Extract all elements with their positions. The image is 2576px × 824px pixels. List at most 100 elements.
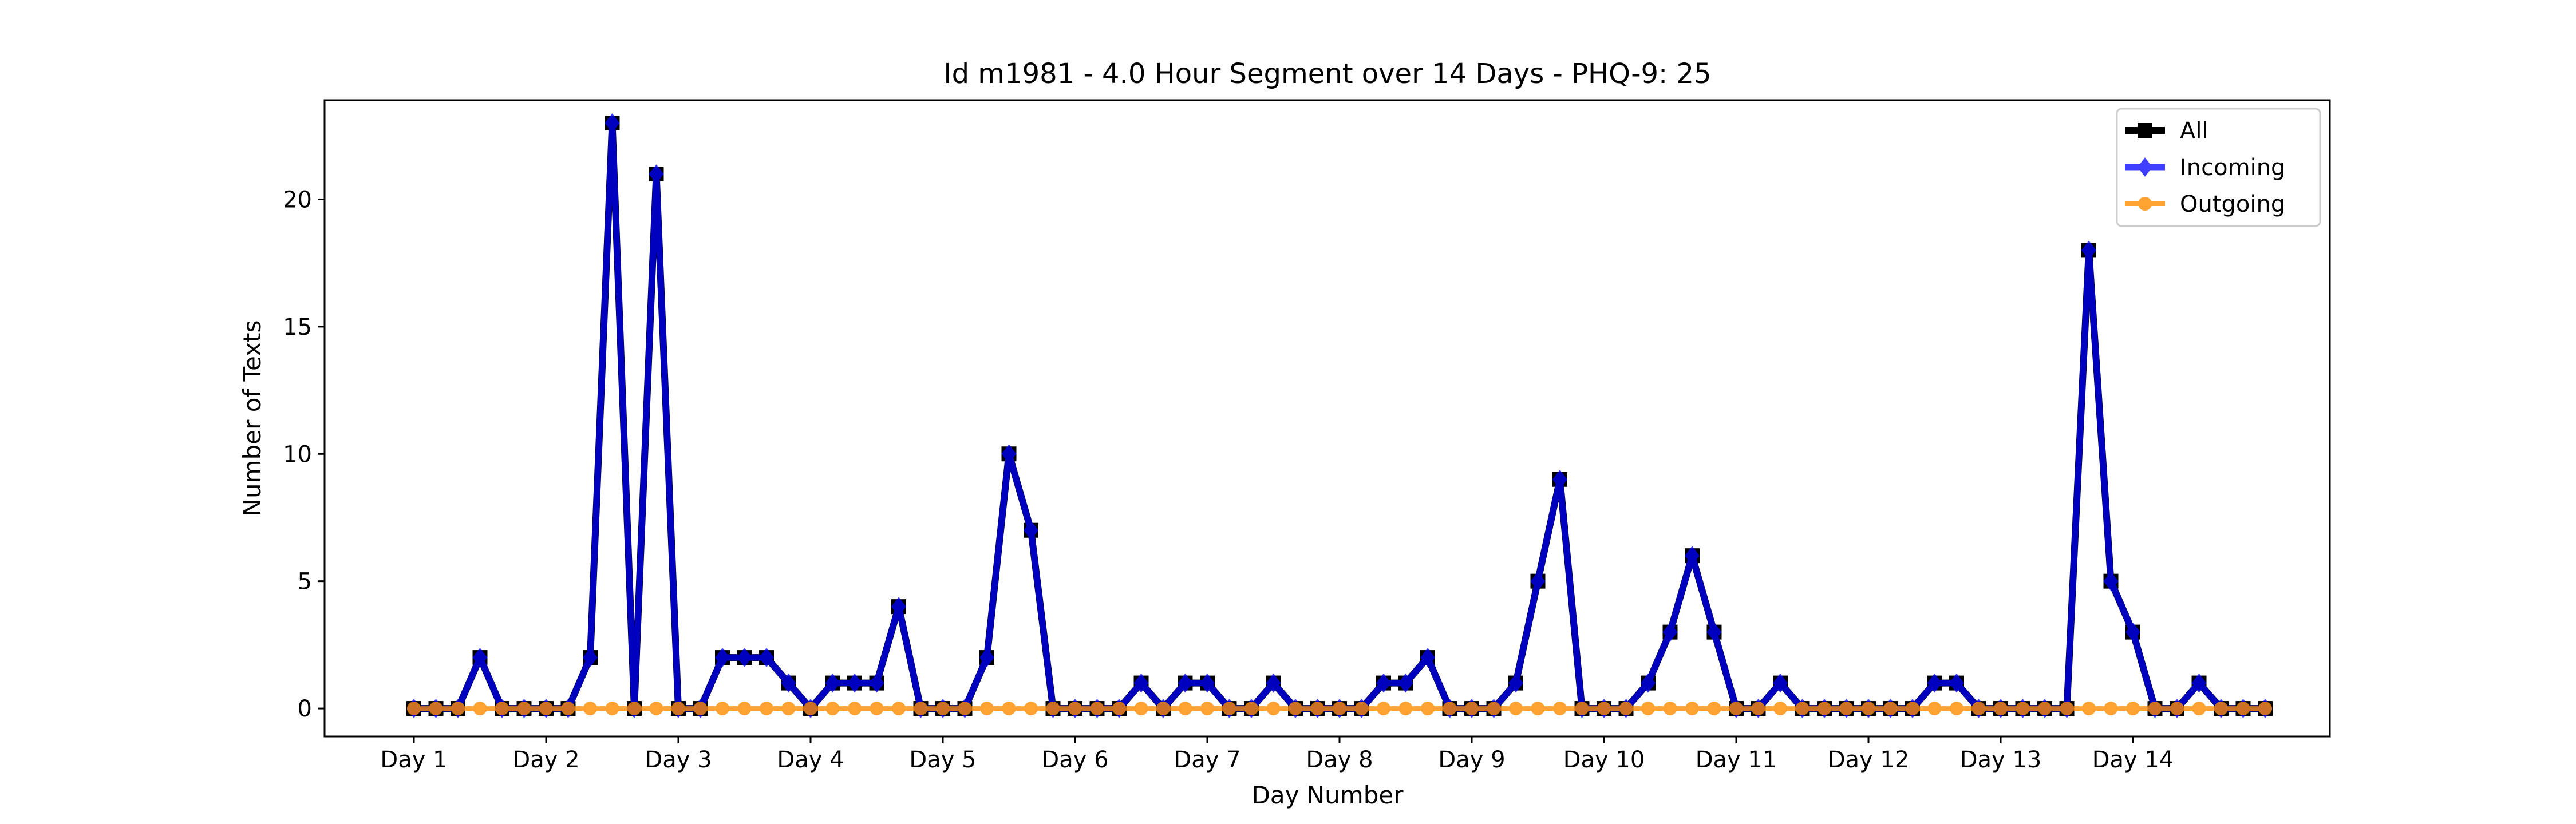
data-point: [891, 597, 906, 617]
data-point: [1354, 702, 1369, 716]
data-point: [958, 702, 972, 716]
data-point: [429, 702, 443, 716]
data-point: [1133, 673, 1149, 693]
data-point: [1289, 702, 1302, 716]
x-tick-label: Day 7: [1174, 747, 1240, 773]
data-point: [1376, 673, 1391, 693]
data-point: [1949, 673, 1964, 693]
data-point: [1266, 673, 1281, 693]
data-point: [1862, 702, 1875, 716]
data-point: [1530, 571, 1546, 591]
data-point: [980, 702, 994, 716]
data-point: [1465, 702, 1479, 716]
y-tick-label: 15: [283, 314, 312, 340]
data-point: [1420, 648, 1435, 668]
legend-box: [2116, 108, 2321, 227]
legend-item-all: [2125, 123, 2165, 138]
x-tick-label: Day 5: [909, 747, 976, 773]
data-point: [1178, 673, 1193, 693]
chart-title: Id m1981 - 4.0 Hour Segment over 14 Days…: [943, 58, 1711, 90]
data-point: [1508, 673, 1523, 693]
legend-label: Outgoing: [2180, 191, 2285, 217]
data-point: [1178, 702, 1192, 716]
data-point: [1906, 702, 1919, 716]
data-point: [1662, 622, 1678, 642]
data-point: [2126, 702, 2140, 716]
data-point: [979, 648, 994, 668]
data-point: [1443, 702, 1457, 716]
series-line: [414, 120, 2265, 712]
data-point: [870, 702, 884, 716]
x-tick-label: Day 12: [1828, 747, 1910, 773]
data-point: [936, 702, 950, 716]
data-point: [1685, 702, 1699, 716]
data-point: [495, 702, 509, 716]
data-point: [2060, 702, 2074, 716]
plot-area: [323, 99, 2331, 738]
data-point: [1553, 702, 1567, 716]
data-point: [605, 113, 620, 133]
data-point: [1266, 702, 1281, 716]
data-point: [2258, 702, 2272, 716]
x-tick-label: Day 2: [512, 747, 579, 773]
x-tick-label: Day 4: [777, 747, 844, 773]
data-point: [472, 648, 488, 668]
data-point: [1398, 673, 1413, 693]
data-point: [1751, 702, 1765, 716]
data-point: [847, 673, 862, 693]
data-point: [583, 702, 597, 716]
data-point: [1773, 673, 1788, 693]
x-tick-label: Day 3: [645, 747, 712, 773]
data-point: [914, 702, 928, 716]
data-point: [1883, 702, 1898, 716]
data-point: [781, 702, 796, 716]
legend-item-incoming: [2125, 157, 2165, 177]
data-point: [1068, 702, 1082, 716]
data-point: [1156, 702, 1170, 716]
data-point: [1310, 702, 1325, 716]
data-point: [2138, 197, 2152, 211]
legend: All Incoming Outgoing: [2116, 108, 2321, 227]
data-point: [1619, 702, 1633, 716]
data-point: [1222, 702, 1236, 716]
data-point: [825, 702, 840, 716]
data-point: [1134, 702, 1148, 716]
data-point: [2148, 702, 2162, 716]
data-point: [1333, 702, 1346, 716]
x-tick-label: Day 11: [1696, 747, 1777, 773]
data-point: [1001, 444, 1017, 464]
data-point: [737, 702, 752, 716]
series-incoming: [406, 113, 2273, 718]
data-point: [804, 702, 817, 716]
x-tick-label: Day 14: [2092, 747, 2174, 773]
data-point: [2038, 702, 2052, 716]
data-point: [627, 702, 641, 716]
series-all: [406, 116, 2273, 716]
data-point: [1575, 702, 1589, 716]
data-point: [649, 702, 663, 716]
data-point: [1663, 702, 1677, 716]
data-point: [693, 702, 708, 716]
data-point: [1641, 673, 1656, 693]
data-point: [848, 702, 862, 716]
data-point: [2125, 622, 2140, 642]
data-point: [1421, 702, 1435, 716]
data-point: [760, 702, 773, 716]
data-point: [2214, 702, 2228, 716]
data-point: [1707, 702, 1721, 716]
data-point: [671, 702, 685, 716]
data-point: [517, 702, 531, 716]
data-point: [892, 702, 906, 716]
x-tick-label: Day 9: [1438, 747, 1505, 773]
series-layer: [406, 113, 2273, 718]
data-point: [1531, 702, 1545, 716]
data-point: [1046, 702, 1060, 716]
data-point: [649, 164, 664, 184]
data-point: [1024, 702, 1038, 716]
data-point: [1509, 702, 1523, 716]
data-point: [561, 702, 575, 716]
data-point: [1685, 546, 1700, 566]
data-point: [1487, 702, 1501, 716]
data-point: [1024, 520, 1038, 540]
